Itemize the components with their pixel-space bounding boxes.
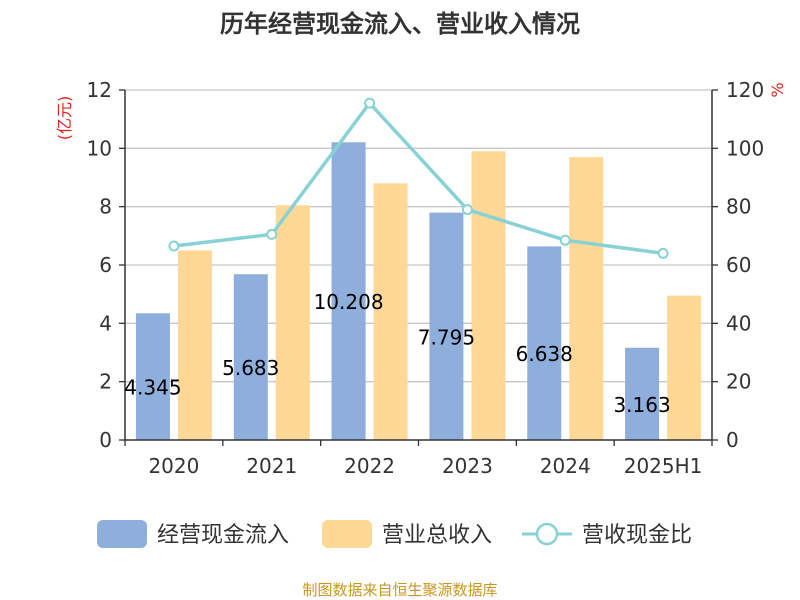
bar-cash-inflow <box>429 212 464 440</box>
bar-cash-inflow <box>135 313 170 440</box>
legend-swatch-ratio-marker <box>535 522 559 546</box>
x-axis-tick-label: 2021 <box>246 454 297 478</box>
bar-cash-inflow <box>331 142 366 440</box>
cash-inflow-data-label: 7.795 <box>418 325 475 349</box>
bar-revenue <box>373 183 408 441</box>
bar-revenue <box>471 151 506 440</box>
right-axis-tick-label: 100 <box>726 136 764 160</box>
cash-inflow-data-label: 3.163 <box>613 393 670 417</box>
legend-label-ratio: 营收现金比 <box>582 523 692 548</box>
left-axis-tick-label: 6 <box>99 253 112 277</box>
legend-swatch-cash-inflow <box>97 520 147 548</box>
ratio-point <box>266 228 278 240</box>
cash-inflow-data-label: 10.208 <box>314 290 384 314</box>
ratio-point <box>168 240 180 252</box>
bar-cash-inflow <box>625 347 660 440</box>
legend-label-revenue: 营业总收入 <box>382 523 492 548</box>
left-axis-tick-label: 8 <box>99 195 112 219</box>
right-axis-tick-label: 60 <box>726 253 751 277</box>
left-axis-tick-label: 10 <box>87 136 112 160</box>
x-axis-tick-label: 2023 <box>442 454 493 478</box>
cash-inflow-data-label: 6.638 <box>516 342 573 366</box>
ratio-line <box>168 97 669 259</box>
x-axis-tick-label: 2020 <box>148 454 199 478</box>
ratio-point <box>364 97 376 109</box>
source-note: 制图数据来自恒生聚源数据库 <box>302 581 497 599</box>
legend-swatch-revenue <box>322 520 372 548</box>
ratio-point <box>461 204 473 216</box>
right-axis-tick-label: 20 <box>726 370 751 394</box>
right-axis-tick-label: 0 <box>726 428 739 452</box>
bars <box>135 142 702 441</box>
chart-title: 历年经营现金流入、营业收入情况 <box>220 10 580 38</box>
right-axis-tick-label: 120 <box>726 78 764 102</box>
left-axis-tick-label: 12 <box>87 78 112 102</box>
ratio-point <box>657 247 669 259</box>
x-axis-tick-label: 2022 <box>344 454 395 478</box>
legend-label-cash-inflow: 经营现金流入 <box>157 523 289 548</box>
x-axis-tick-label: 2024 <box>540 454 591 478</box>
left-axis-tick-label: 2 <box>99 370 112 394</box>
bar-revenue <box>177 250 212 440</box>
right-axis-unit: % <box>768 82 787 97</box>
data-labels: 4.345 5.683 10.208 7.795 6.638 3.163 <box>124 290 670 417</box>
bar-revenue <box>275 205 310 440</box>
left-axis-unit: (亿元) <box>55 96 74 141</box>
left-axis-tick-label: 4 <box>99 311 112 335</box>
bar-revenue <box>667 295 702 440</box>
right-axis-tick-label: 40 <box>726 311 751 335</box>
right-axis-tick-label: 80 <box>726 195 751 219</box>
left-axis-tick-label: 0 <box>99 428 112 452</box>
cash-inflow-data-label: 5.683 <box>222 356 279 380</box>
legend: 经营现金流入 营业总收入 营收现金比 <box>97 520 692 548</box>
cash-inflow-data-label: 4.345 <box>124 376 181 400</box>
bar-revenue <box>569 157 604 441</box>
gridlines <box>125 89 712 383</box>
bar-cash-inflow <box>527 246 562 440</box>
ratio-point <box>559 234 571 246</box>
bar-cash-inflow <box>233 274 268 440</box>
x-axis-tick-label: 2025H1 <box>624 454 703 478</box>
ratio-series-line <box>173 100 664 256</box>
